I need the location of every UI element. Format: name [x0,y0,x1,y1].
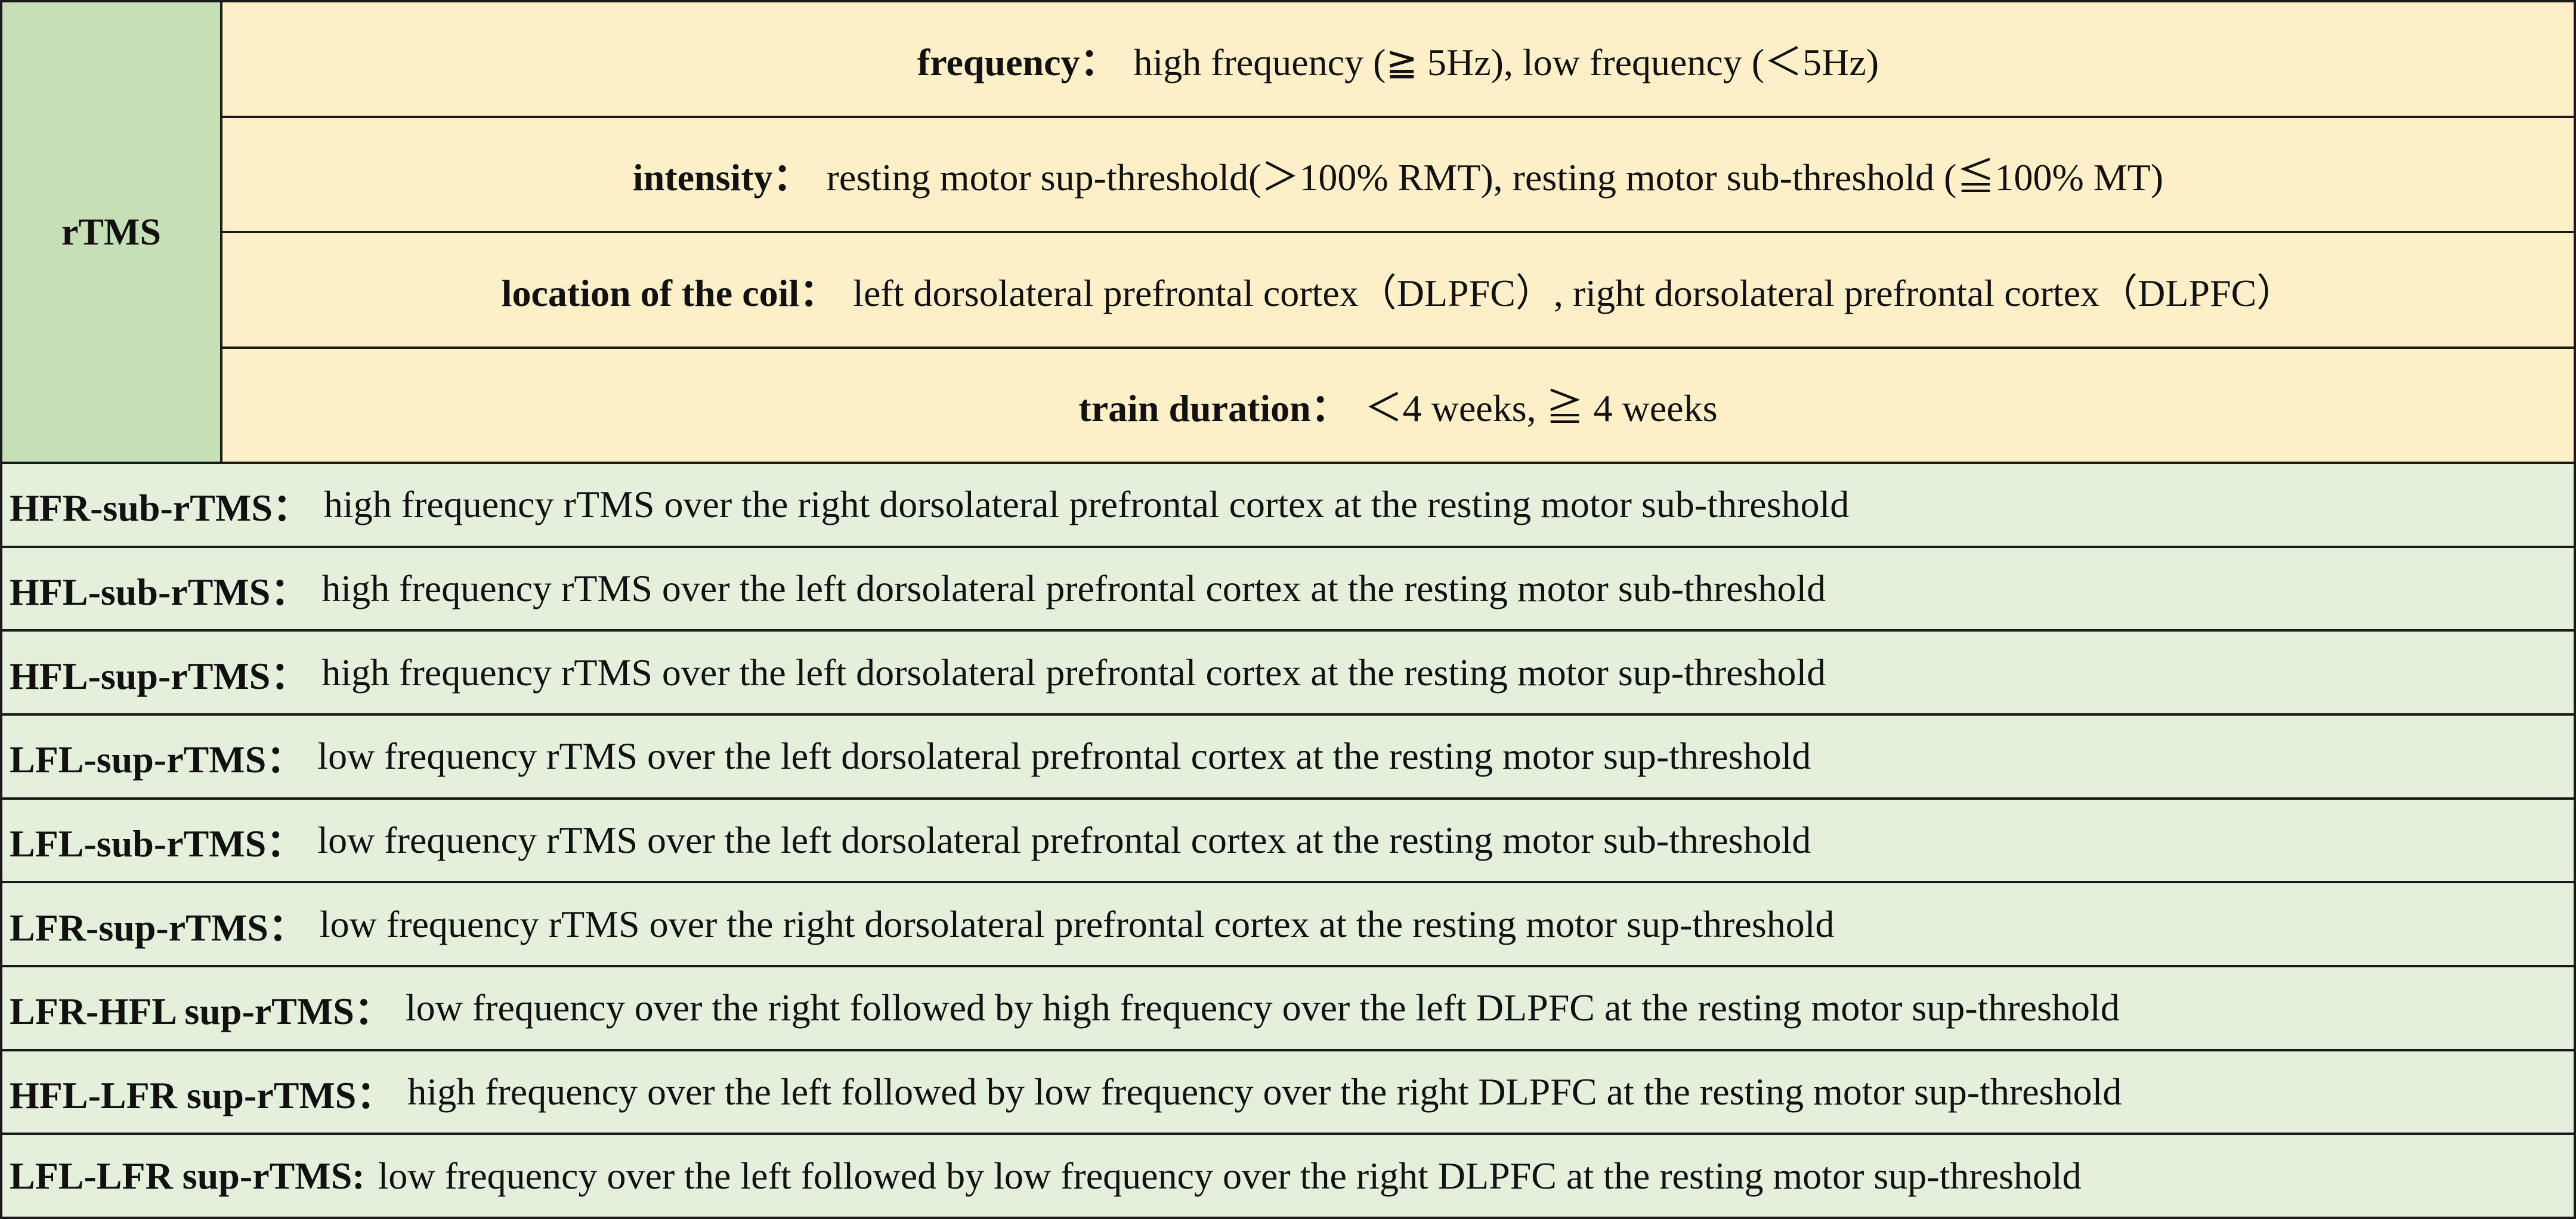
definition-text: high frequency rTMS over the right dorso… [323,483,1850,526]
definition-row: LFR-sup-rTMS： low frequency rTMS over th… [2,883,2574,968]
definition-text: high frequency over the left followed by… [407,1071,2122,1113]
parameter-value: resting motor sup-threshold(＞100% RMT), … [826,156,2164,199]
definition-term: HFL-sup-rTMS： [10,654,309,697]
definition-text: low frequency rTMS over the left dorsola… [317,819,1811,862]
parameter-row-frequency: frequency： high frequency (≧ 5Hz), low f… [222,2,2574,118]
definition-text: high frequency rTMS over the left dorsol… [321,651,1826,694]
definition-row: LFL-LFR sup-rTMS: low frequency over the… [2,1135,2574,1217]
definition-text: high frequency rTMS over the left dorsol… [321,567,1826,610]
definition-term: HFL-sub-rTMS： [10,571,309,613]
rtms-row-header: rTMS [2,2,222,462]
definition-row: LFL-sup-rTMS： low frequency rTMS over th… [2,716,2574,800]
parameter-value: ＜4 weeks, ≧ 4 weeks [1364,387,1718,430]
definition-text: low frequency over the left followed by … [378,1154,2082,1197]
definition-row: HFL-sub-rTMS： high frequency rTMS over t… [2,547,2574,632]
definition-text: low frequency over the right followed by… [405,986,2120,1029]
definition-row: HFL-LFR sup-rTMS： high frequency over th… [2,1051,2574,1136]
definition-row: HFL-sup-rTMS： high frequency rTMS over t… [2,632,2574,716]
rtms-parameters-section: rTMS frequency： high frequency (≧ 5Hz), … [2,2,2574,464]
parameter-label: train duration： [1078,387,1349,430]
parameter-label: location of the coil： [501,271,838,314]
parameter-value: left dorsolateral prefrontal cortex（DLPF… [853,271,2295,314]
definition-term: HFL-LFR sup-rTMS： [10,1074,395,1117]
definition-text: low frequency rTMS over the left dorsola… [317,735,1811,778]
parameter-value: high frequency (≧ 5Hz), low frequency (＜… [1133,41,1879,83]
definition-term: LFL-LFR sup-rTMS: [10,1154,365,1197]
definition-row: HFR-sub-rTMS： high frequency rTMS over t… [2,464,2574,548]
definition-row: LFR-HFL sup-rTMS： low frequency over the… [2,967,2574,1051]
definition-term: HFR-sub-rTMS： [10,487,311,530]
parameter-row-intensity: intensity： resting motor sup-threshold(＞… [222,117,2574,233]
definition-text: low frequency rTMS over the right dorsol… [319,902,1835,945]
definition-row: LFL-sub-rTMS： low frequency rTMS over th… [2,799,2574,884]
definition-term: LFR-sup-rTMS： [10,906,307,949]
definition-term: LFR-HFL sup-rTMS： [10,990,392,1033]
definition-term: LFL-sub-rTMS： [10,822,305,865]
parameter-list: frequency： high frequency (≧ 5Hz), low f… [222,2,2574,462]
definition-term: LFL-sup-rTMS： [10,738,305,781]
parameter-label: intensity： [632,156,811,199]
abbreviation-definitions: HFR-sub-rTMS： high frequency rTMS over t… [2,464,2574,1217]
parameter-row-coil-location: location of the coil： left dorsolateral … [222,233,2574,349]
parameter-label: frequency： [917,41,1118,83]
parameter-row-train-duration: train duration： ＜4 weeks, ≧ 4 weeks [222,348,2574,462]
